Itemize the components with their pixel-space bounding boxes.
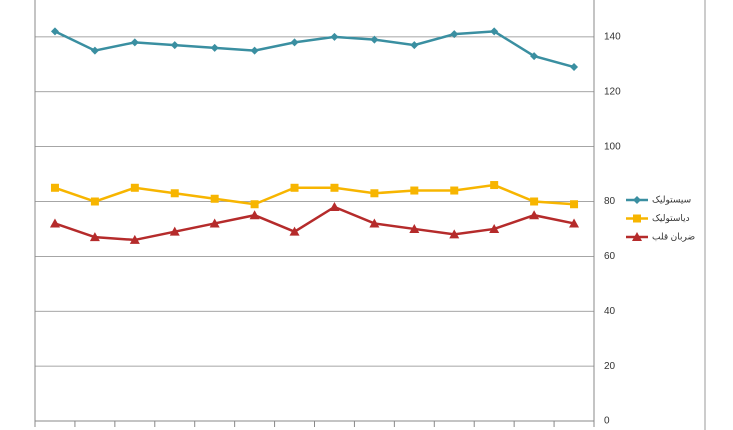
data-point [330, 32, 339, 41]
data-point [250, 46, 259, 55]
y-tick-label: 80 [604, 196, 616, 207]
data-point [169, 226, 180, 236]
data-point [449, 229, 460, 239]
data-point [130, 183, 139, 192]
y-tick-label: 20 [604, 361, 616, 372]
data-point [210, 194, 219, 203]
data-point [210, 43, 219, 52]
data-point [370, 189, 379, 198]
data-point [49, 218, 60, 228]
data-point [450, 186, 459, 195]
data-point [249, 210, 260, 220]
data-point [490, 181, 499, 190]
data-point [530, 197, 539, 206]
legend-marker [632, 232, 642, 241]
legend-label: ضربان قلب [652, 231, 695, 241]
y-tick-label: 40 [604, 306, 616, 317]
data-point [530, 52, 539, 61]
data-point [89, 232, 100, 242]
data-point [290, 38, 299, 47]
data-point [450, 30, 459, 39]
data-point [170, 41, 179, 50]
data-point [490, 27, 499, 36]
data-point [410, 41, 419, 50]
data-point [570, 200, 579, 209]
series-line [54, 205, 575, 242]
y-tick-label: 0 [604, 416, 610, 427]
data-point [250, 200, 259, 209]
data-point [330, 183, 339, 192]
y-tick-label: 60 [604, 251, 616, 262]
data-point [289, 226, 300, 236]
data-point [129, 234, 140, 244]
data-point [570, 63, 579, 72]
legend-marker [633, 214, 641, 223]
data-point [489, 223, 500, 233]
data-point [90, 197, 99, 206]
data-point [90, 46, 99, 55]
legend-label: دیاستولیک [652, 213, 690, 223]
data-point [369, 218, 380, 228]
data-point [130, 38, 139, 47]
data-point [529, 210, 540, 220]
legend-label: سیستولیک [652, 194, 691, 204]
y-tick-label: 140 [604, 32, 621, 43]
y-tick-label: 120 [604, 86, 621, 97]
data-point [569, 218, 580, 228]
data-point [170, 189, 179, 198]
series-line [54, 183, 575, 206]
y-tick-label: 100 [604, 141, 621, 152]
data-point [50, 27, 59, 36]
data-point [410, 186, 419, 195]
data-point [209, 218, 220, 228]
data-point [370, 35, 379, 44]
data-point [50, 183, 59, 192]
legend-marker [633, 196, 641, 204]
data-point [290, 183, 299, 192]
data-point [329, 201, 340, 211]
data-point [409, 223, 420, 233]
series-line [54, 30, 575, 69]
